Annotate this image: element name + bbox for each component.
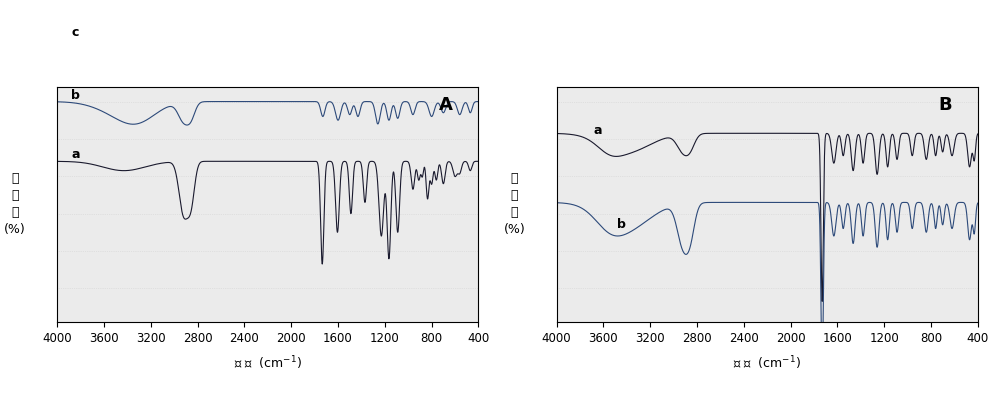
Text: 透
光
率
(%): 透 光 率 (%) (4, 172, 26, 236)
Text: B: B (939, 96, 952, 114)
Text: A: A (439, 96, 453, 114)
Text: 波 数  (cm$^{-1}$): 波 数 (cm$^{-1}$) (234, 355, 302, 373)
Text: b: b (617, 218, 626, 231)
Text: c: c (71, 26, 79, 39)
Text: 透
光
率
(%): 透 光 率 (%) (504, 172, 525, 236)
Text: 波 数  (cm$^{-1}$): 波 数 (cm$^{-1}$) (733, 355, 801, 373)
Text: a: a (594, 124, 602, 137)
Text: b: b (71, 89, 80, 102)
Text: a: a (71, 148, 80, 161)
